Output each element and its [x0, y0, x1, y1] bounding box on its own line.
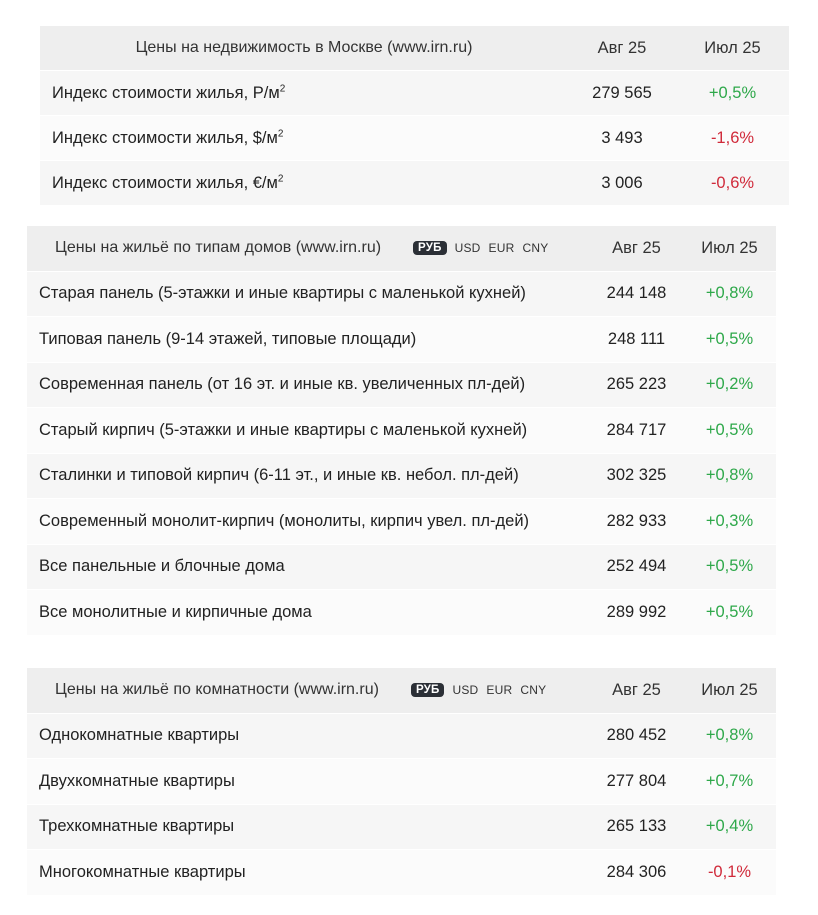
row-label: Двухкомнатные квартиры [39, 771, 235, 790]
row-label: Трехкомнатные квартиры [39, 817, 235, 836]
table-row: Старая панель (5-этажки и иные квартиры … [27, 271, 776, 317]
table-body: Старая панель (5-этажки и иные квартиры … [27, 271, 776, 636]
value-aug: 282 933 [606, 511, 667, 530]
column-jul-header: Июл 25 [701, 238, 758, 257]
column-aug-header: Авг 25 [612, 238, 661, 257]
value-aug: 284 306 [606, 862, 667, 881]
column-aug-header: Авг 25 [612, 680, 661, 699]
row-label: Современный монолит-кирпич (монолиты, ки… [39, 511, 530, 530]
table-row: Трехкомнатные квартиры 265 133 +0,4% [27, 804, 776, 850]
currency-option-1[interactable]: РУБ [410, 683, 445, 698]
change-jul: +0,5% [705, 420, 754, 439]
table-row: Типовая панель (9-14 этажей, типовые пло… [27, 317, 776, 363]
currency-switch: РУБ USD EUR CNY [410, 683, 547, 698]
currency-option-3[interactable]: EUR [488, 241, 515, 256]
change-jul: +0,5% [705, 329, 754, 348]
row-label: Однокомнатные квартиры [39, 726, 240, 745]
table-row: Двухкомнатные квартиры 277 804 +0,7% [27, 759, 776, 805]
change-jul: +0,4% [705, 817, 754, 836]
change-jul: +0,7% [705, 771, 754, 790]
change-jul: +0,8% [705, 284, 754, 303]
table-row: Сталинки и типовой кирпич (6-11 эт., и и… [27, 453, 776, 499]
change-jul: +0,5% [708, 83, 757, 102]
table-title: Цены на жильё по комнатности (www.irn.ru… [55, 681, 379, 699]
value-aug: 244 148 [606, 284, 667, 303]
value-aug: 248 111 [607, 329, 666, 348]
table-body: Однокомнатные квартиры 280 452 +0,8% Двухко… [27, 713, 776, 896]
row-label: Все панельные и блочные дома [39, 557, 285, 576]
column-jul-header: Июл 25 [701, 680, 758, 699]
table-title: Цены на недвижимость в Москве (www.irn.r… [135, 39, 473, 56]
currency-option-2[interactable]: USD [454, 241, 481, 256]
row-label: Индекс стоимости жилья, Р/м2 [52, 83, 286, 102]
table-row: Индекс стоимости жилья, $/м2 3 493 -1,6% [40, 116, 789, 161]
unit-superscript: 2 [279, 83, 286, 94]
house-type-price-table: Цены на жильё по типам домов (www.irn.ru… [27, 226, 776, 636]
row-label: Все монолитные и кирпичные дома [39, 602, 312, 621]
table-row: Все монолитные и кирпичные дома 289 992 +0… [27, 590, 776, 636]
moscow-price-index-table: Цены на недвижимость в Москве (www.irn.r… [40, 26, 789, 206]
value-aug: 279 565 [592, 83, 652, 102]
row-label: Сталинки и типовой кирпич (6-11 эт., и и… [39, 466, 519, 485]
table-header: Цены на жильё по комнатности (www.irn.ru… [27, 668, 776, 714]
row-label: Типовая панель (9-14 этажей, типовые пло… [39, 329, 417, 348]
change-jul: +0,5% [705, 557, 754, 576]
row-label: Старая панель (5-этажки и иные квартиры … [39, 284, 526, 303]
currency-option-4[interactable]: CNY [520, 683, 547, 698]
row-label: Современная панель (от 16 эт. и иные кв.… [39, 375, 526, 394]
value-aug: 3 006 [601, 173, 643, 192]
change-jul: +0,8% [705, 726, 754, 745]
value-aug: 284 717 [606, 420, 667, 439]
row-label: Старый кирпич (5-этажки и иные квартиры … [39, 420, 528, 439]
change-jul: +0,2% [705, 375, 754, 394]
unit-superscript: 2 [277, 173, 284, 184]
value-aug: 302 325 [606, 466, 667, 485]
table-row: Современный монолит-кирпич (монолиты, ки… [27, 499, 776, 545]
value-aug: 252 494 [606, 557, 667, 576]
currency-option-1[interactable]: РУБ [413, 241, 447, 256]
table-row: Однокомнатные квартиры 280 452 +0,8% [27, 713, 776, 759]
value-aug: 265 133 [606, 817, 667, 836]
row-label: Индекс стоимости жилья, $/м2 [52, 128, 284, 147]
value-aug: 3 493 [601, 128, 643, 147]
room-count-price-table: Цены на жильё по комнатности (www.irn.ru… [27, 668, 776, 896]
table-row: Современная панель (от 16 эт. и иные кв.… [27, 362, 776, 408]
currency-switch: РУБ USD EUR CNY [413, 241, 549, 256]
value-aug: 289 992 [606, 602, 667, 621]
change-jul: +0,8% [705, 466, 754, 485]
unit-superscript: 2 [277, 128, 284, 139]
change-jul: -0,6% [710, 173, 755, 192]
value-aug: 280 452 [606, 726, 667, 745]
table-row: Многокомнатные квартиры 284 306 -0,1% [27, 850, 776, 896]
table-row: Все панельные и блочные дома 252 494 +0,5% [27, 544, 776, 590]
row-label: Индекс стоимости жилья, €/м2 [52, 173, 284, 192]
column-jul-header: Июл 25 [704, 38, 761, 57]
change-jul: +0,5% [705, 602, 754, 621]
table-title: Цены на жильё по типам домов (www.irn.ru… [55, 239, 382, 257]
currency-option-2[interactable]: USD [452, 683, 479, 698]
change-jul: -1,6% [710, 128, 755, 147]
table-header: Цены на жильё по типам домов (www.irn.ru… [27, 226, 776, 272]
table-row: Индекс стоимости жилья, €/м2 3 006 -0,6% [40, 161, 789, 206]
table-row: Старый кирпич (5-этажки и иные квартиры … [27, 408, 776, 454]
table-header: Цены на недвижимость в Москве (www.irn.r… [40, 26, 789, 71]
change-jul: +0,3% [705, 511, 754, 530]
currency-option-3[interactable]: EUR [486, 683, 513, 698]
value-aug: 277 804 [606, 771, 667, 790]
row-label: Многокомнатные квартиры [39, 862, 246, 881]
change-jul: -0,1% [707, 862, 752, 881]
currency-option-4[interactable]: CNY [522, 241, 549, 256]
column-aug-header: Авг 25 [597, 38, 647, 57]
table-body: Индекс стоимости жилья, Р/м2 279 565 +0,5%… [40, 71, 789, 206]
value-aug: 265 223 [606, 375, 667, 394]
table-row: Индекс стоимости жилья, Р/м2 279 565 +0,5% [40, 71, 789, 116]
